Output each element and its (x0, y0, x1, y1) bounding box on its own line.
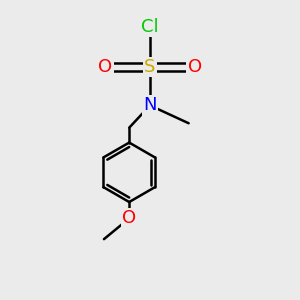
Text: O: O (188, 58, 202, 76)
Text: O: O (122, 209, 136, 227)
Text: N: N (143, 96, 157, 114)
Text: O: O (98, 58, 112, 76)
Text: Cl: Cl (141, 18, 159, 36)
Text: S: S (144, 58, 156, 76)
